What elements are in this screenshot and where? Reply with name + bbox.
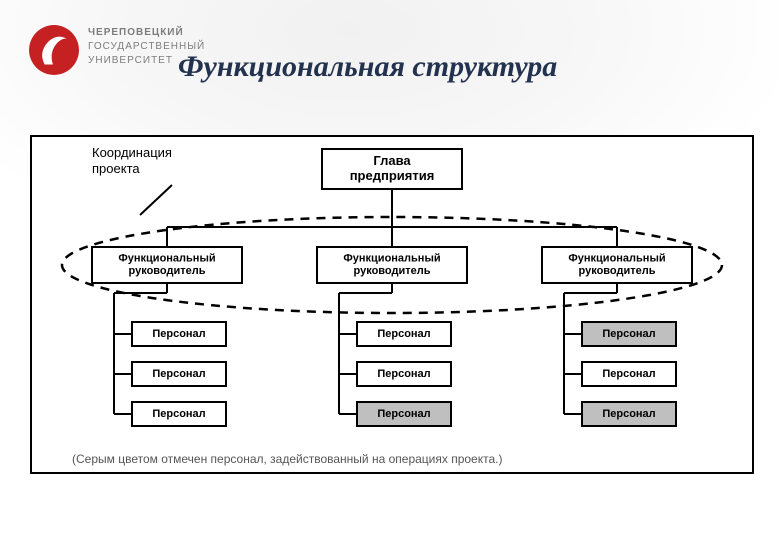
svg-text:Глава: Глава — [373, 153, 411, 168]
diagram-frame: ГлавапредприятияФункциональныйруководите… — [30, 135, 754, 474]
svg-text:Функциональный: Функциональный — [118, 253, 215, 265]
svg-text:Персонал: Персонал — [602, 368, 655, 380]
svg-text:Персонал: Персонал — [602, 328, 655, 340]
svg-text:Персонал: Персонал — [377, 408, 430, 420]
svg-text:Персонал: Персонал — [152, 408, 205, 420]
svg-text:Персонал: Персонал — [152, 368, 205, 380]
svg-text:Персонал: Персонал — [377, 328, 430, 340]
svg-text:Персонал: Персонал — [602, 408, 655, 420]
page-title: Функциональная структура — [178, 50, 557, 84]
org-chart: ГлавапредприятияФункциональныйруководите… — [32, 137, 752, 472]
svg-text:предприятия: предприятия — [350, 168, 435, 183]
svg-text:проекта: проекта — [92, 161, 140, 176]
svg-text:руководитель: руководитель — [129, 265, 206, 277]
footnote: (Серым цветом отмечен персонал, задейств… — [72, 452, 502, 466]
svg-text:Координация: Координация — [92, 145, 172, 160]
svg-text:Персонал: Персонал — [152, 328, 205, 340]
svg-text:руководитель: руководитель — [579, 265, 656, 277]
svg-text:Персонал: Персонал — [377, 368, 430, 380]
university-logo-icon — [28, 24, 80, 76]
svg-text:руководитель: руководитель — [354, 265, 431, 277]
svg-text:Функциональный: Функциональный — [343, 253, 440, 265]
svg-text:Функциональный: Функциональный — [568, 253, 665, 265]
